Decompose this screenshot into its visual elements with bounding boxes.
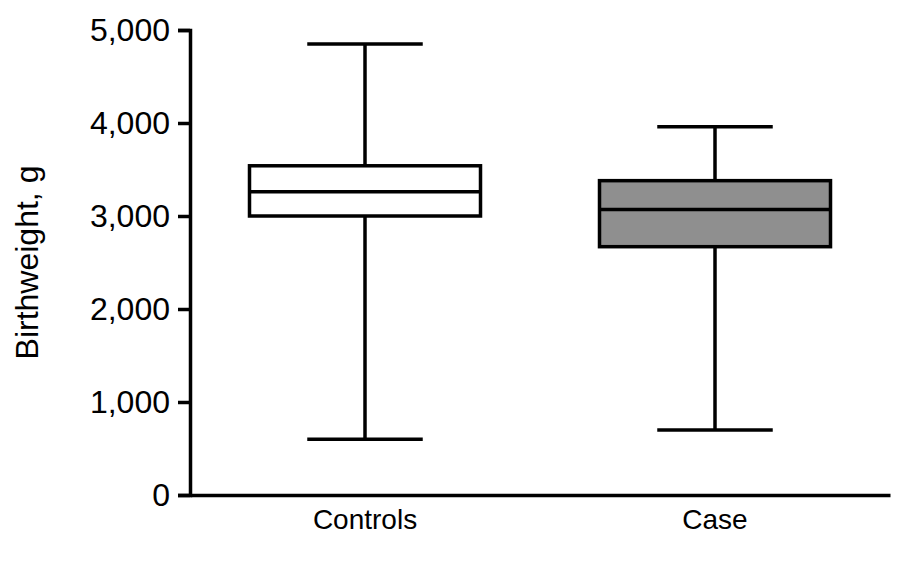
whisker-cap-min	[657, 428, 773, 432]
lower-whisker	[713, 247, 717, 430]
x-tick: Case	[682, 495, 747, 535]
y-tick-mark	[178, 401, 190, 405]
median	[250, 190, 481, 194]
y-tick: 0	[152, 477, 190, 513]
x-axis: Controls Case	[191, 495, 891, 535]
y-tick: 2,000	[90, 291, 190, 327]
y-tick-label: 3,000	[90, 198, 170, 234]
y-tick-label: 2,000	[90, 291, 170, 327]
median	[600, 208, 831, 212]
y-tick-mark	[178, 215, 190, 219]
y-tick-label: 5,000	[90, 12, 170, 48]
y-tick: 5,000	[90, 12, 190, 48]
box	[600, 181, 831, 247]
y-tick-mark	[178, 29, 190, 33]
y-axis: 0 1,000 2,000 3,000 4,000 5,000	[90, 12, 191, 513]
y-tick-label: 1,000	[90, 384, 170, 420]
x-tick-label: Controls	[313, 504, 417, 535]
y-tick-mark	[178, 122, 190, 126]
y-tick: 3,000	[90, 198, 190, 234]
whisker-cap-max	[307, 42, 423, 46]
y-axis-line	[178, 31, 191, 496]
upper-whisker	[363, 44, 367, 166]
plot: 0 1,000 2,000 3,000 4,000 5,000 Controls Case	[90, 12, 891, 535]
y-tick: 1,000	[90, 384, 190, 420]
box-plot	[600, 127, 831, 430]
y-tick-label: 0	[152, 477, 170, 513]
box-plot	[250, 44, 481, 439]
upper-whisker	[713, 127, 717, 181]
chart: 0 1,000 2,000 3,000 4,000 5,000 Controls Case Bi…	[0, 0, 900, 562]
x-tick-label: Case	[682, 504, 747, 535]
y-tick: 4,000	[90, 105, 190, 141]
box	[250, 166, 481, 216]
y-axis-title: Birthweight, g	[9, 166, 45, 360]
whisker-cap-min	[307, 437, 423, 441]
x-tick: Controls	[313, 495, 417, 535]
y-tick-label: 4,000	[90, 105, 170, 141]
marks	[250, 44, 831, 439]
x-axis-line	[191, 494, 891, 498]
y-tick-mark	[178, 494, 190, 498]
y-tick-mark	[178, 308, 190, 312]
whisker-cap-max	[657, 125, 773, 129]
lower-whisker	[363, 216, 367, 439]
